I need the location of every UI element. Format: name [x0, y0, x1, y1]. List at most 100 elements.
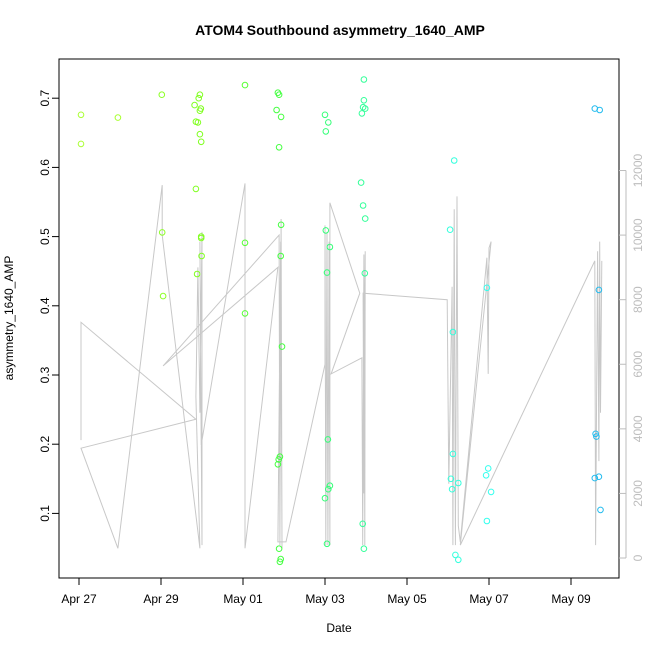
- data-point: [277, 555, 285, 563]
- y2-axis: 0 2000 4000 6000 8000 10000 12000: [619, 154, 645, 561]
- data-point: [595, 286, 603, 294]
- x-tick-label: Apr 29: [143, 592, 179, 606]
- data-point: [277, 252, 285, 260]
- y-axis-label: asymmetry_1640_AMP: [2, 256, 16, 381]
- data-point: [325, 119, 332, 126]
- data-point: [595, 473, 603, 481]
- data-point: [321, 494, 329, 502]
- data-point: [361, 105, 369, 112]
- x-axis: Apr 27 Apr 29 May 01 May 03 May 05 May 07 May …: [61, 577, 591, 606]
- data-point: [276, 558, 284, 566]
- data-point: [191, 101, 198, 109]
- data-point: [483, 517, 491, 525]
- data-point: [325, 485, 332, 493]
- data-point: [360, 545, 368, 553]
- scatter-points: [77, 76, 604, 566]
- data-point: [277, 113, 285, 121]
- data-point: [324, 436, 332, 443]
- data-point: [483, 284, 491, 292]
- data-point: [159, 292, 167, 300]
- y-tick-label: 0.2: [38, 436, 52, 453]
- chart-title: ATOM4 Southbound asymmetry_1640_AMP: [195, 22, 485, 38]
- y2-tick-label: 2000: [631, 480, 645, 507]
- data-point: [487, 488, 495, 496]
- data-point: [274, 461, 282, 468]
- x-tick-label: May 05: [387, 592, 427, 606]
- y2-tick-label: 6000: [631, 351, 645, 378]
- x-axis-label: Date: [326, 621, 352, 635]
- data-point: [452, 551, 459, 559]
- data-point: [484, 465, 492, 472]
- data-point: [192, 185, 200, 193]
- y-tick-label: 0.1: [38, 505, 52, 522]
- data-point: [449, 328, 457, 336]
- data-point: [361, 270, 369, 277]
- data-point: [193, 270, 201, 278]
- data-point: [194, 119, 202, 126]
- data-point: [482, 472, 490, 479]
- x-tick-label: May 09: [551, 592, 591, 606]
- data-point: [593, 433, 600, 440]
- data-point: [114, 114, 122, 121]
- data-point: [360, 76, 368, 83]
- y2-tick-label: 8000: [631, 286, 645, 313]
- y2-tick-label: 0: [631, 554, 645, 561]
- y-tick-label: 0.3: [38, 366, 52, 383]
- line-series-path: [80, 183, 603, 549]
- data-point: [197, 234, 205, 242]
- line-series: [80, 183, 603, 549]
- data-point: [277, 221, 285, 229]
- data-point: [449, 450, 457, 458]
- y-tick-label: 0.7: [38, 90, 52, 107]
- data-point: [360, 97, 368, 104]
- data-point: [273, 106, 280, 114]
- data-point: [278, 343, 286, 350]
- x-tick-label: May 07: [469, 592, 509, 606]
- data-point: [158, 229, 166, 236]
- y-tick-label: 0.5: [38, 228, 52, 245]
- data-point: [357, 179, 365, 186]
- data-point: [326, 243, 334, 251]
- y-axis: 0.1 0.2 0.3 0.4 0.5 0.6 0.7: [38, 90, 59, 522]
- data-point: [450, 157, 458, 164]
- data-point: [195, 94, 202, 102]
- data-point: [197, 138, 205, 146]
- y2-tick-label: 12000: [631, 154, 645, 188]
- y2-tick-label: 4000: [631, 415, 645, 442]
- data-point: [158, 91, 166, 98]
- data-point: [198, 252, 205, 260]
- data-point: [455, 556, 462, 564]
- data-point: [448, 485, 456, 493]
- data-point: [591, 474, 599, 482]
- x-tick-label: May 01: [223, 592, 263, 606]
- data-point: [241, 81, 249, 89]
- data-point: [275, 545, 283, 553]
- data-point: [196, 130, 204, 138]
- data-point: [77, 140, 85, 148]
- data-point: [322, 227, 330, 234]
- x-tick-label: May 03: [305, 592, 345, 606]
- y-tick-label: 0.6: [38, 159, 52, 176]
- data-point: [275, 144, 283, 151]
- y2-tick-label: 10000: [631, 218, 645, 252]
- data-point: [323, 269, 331, 276]
- data-point: [455, 479, 462, 487]
- x-tick-label: Apr 27: [61, 592, 97, 606]
- data-point: [196, 91, 204, 98]
- data-point: [596, 106, 604, 114]
- data-point: [359, 520, 367, 528]
- data-point: [275, 91, 283, 98]
- data-point: [77, 111, 85, 119]
- data-point: [597, 506, 604, 514]
- data-point: [361, 215, 369, 222]
- data-point: [275, 456, 283, 463]
- data-point: [241, 239, 249, 247]
- data-point: [592, 430, 599, 438]
- y-tick-label: 0.4: [38, 297, 52, 314]
- data-point: [323, 540, 331, 548]
- data-point: [447, 475, 455, 483]
- data-point: [326, 482, 334, 490]
- data-point: [359, 202, 367, 209]
- data-point: [358, 110, 366, 117]
